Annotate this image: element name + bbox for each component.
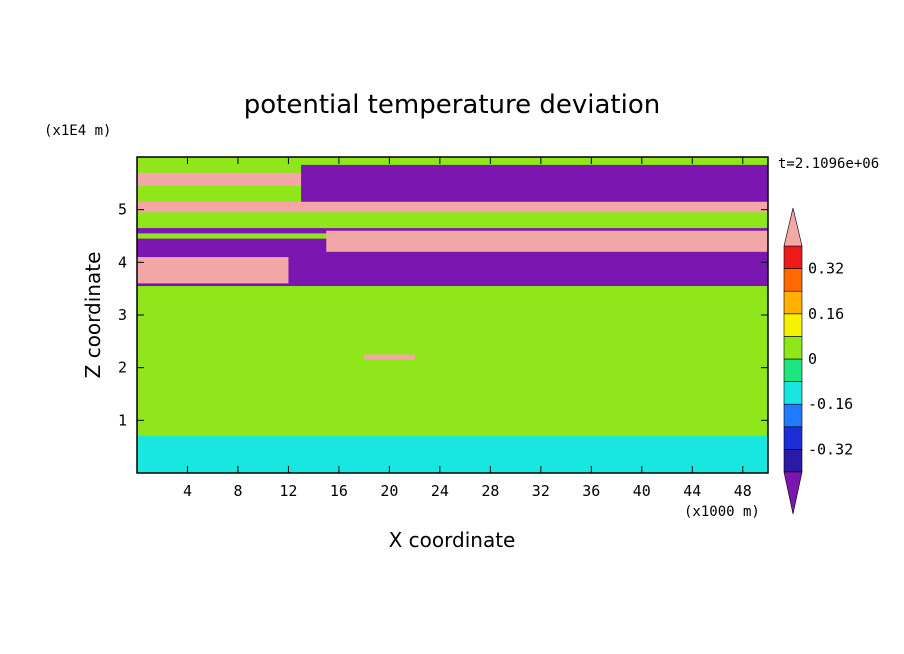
x-axis-label: X coordinate	[389, 528, 516, 552]
x-tick-label: 32	[532, 482, 550, 500]
field-region-10	[364, 354, 415, 360]
x-tick-label: 8	[233, 482, 242, 500]
field-region-4	[301, 164, 768, 205]
colorbar-label: -0.16	[808, 395, 853, 413]
colorbar-label: -0.32	[808, 440, 853, 458]
y-tick-label: 4	[118, 253, 127, 271]
x-tick-label: 4	[183, 482, 192, 500]
y-axis: 1 2 3 4 5	[118, 201, 768, 429]
colorbar-label: 0.16	[808, 305, 844, 323]
colorbar-swatch	[783, 245, 803, 269]
colorbar-swatch	[783, 290, 803, 315]
y-tick-label: 1	[118, 411, 127, 429]
y-tick-label: 3	[118, 306, 127, 324]
colorbar-label: 0.32	[808, 260, 844, 278]
x-tick-label: 44	[683, 482, 701, 500]
x-axis: 4 8 12 16 20 24 28 32 36 40 44 48	[183, 157, 752, 500]
field-region-8	[326, 230, 768, 252]
colorbar: 0.32 0.16 0 -0.16 -0.32	[783, 207, 853, 515]
y-tick-label: 5	[118, 201, 127, 219]
plot-area	[136, 156, 769, 474]
x-tick-label: 40	[633, 482, 651, 500]
x-tick-label: 48	[734, 482, 752, 500]
time-label: t=2.1096e+06	[778, 156, 879, 172]
field-region-9	[137, 257, 289, 284]
field-region-1	[137, 291, 768, 437]
colorbar-swatch	[783, 449, 803, 473]
x-tick-label: 28	[481, 482, 499, 500]
x-tick-label: 24	[431, 482, 449, 500]
x-tick-label: 36	[582, 482, 600, 500]
field-region-11	[137, 436, 768, 473]
x-unit-note: (x1000 m)	[684, 504, 760, 520]
colorbar-swatch	[783, 313, 803, 337]
chart-title: potential temperature deviation	[244, 90, 660, 120]
colorbar-swatch	[783, 268, 803, 292]
colorbar-min-arrow	[783, 471, 803, 515]
colorbar-swatch	[783, 336, 803, 360]
colorbar-swatch	[783, 426, 803, 450]
colorbar-label: 0	[808, 350, 817, 368]
x-tick-label: 20	[380, 482, 398, 500]
y-unit-note: (x1E4 m)	[44, 123, 111, 139]
colorbar-swatch	[783, 403, 803, 428]
y-axis-label: Z coordinate	[81, 252, 105, 379]
colorbar-swatch	[783, 358, 803, 382]
colorbar-swatch	[783, 381, 803, 405]
colorbar-max-arrow	[783, 207, 803, 247]
y-tick-label: 2	[118, 359, 127, 377]
x-tick-label: 16	[330, 482, 348, 500]
x-tick-label: 12	[279, 482, 297, 500]
field-region-5	[137, 201, 768, 213]
field-region-2	[137, 172, 327, 186]
